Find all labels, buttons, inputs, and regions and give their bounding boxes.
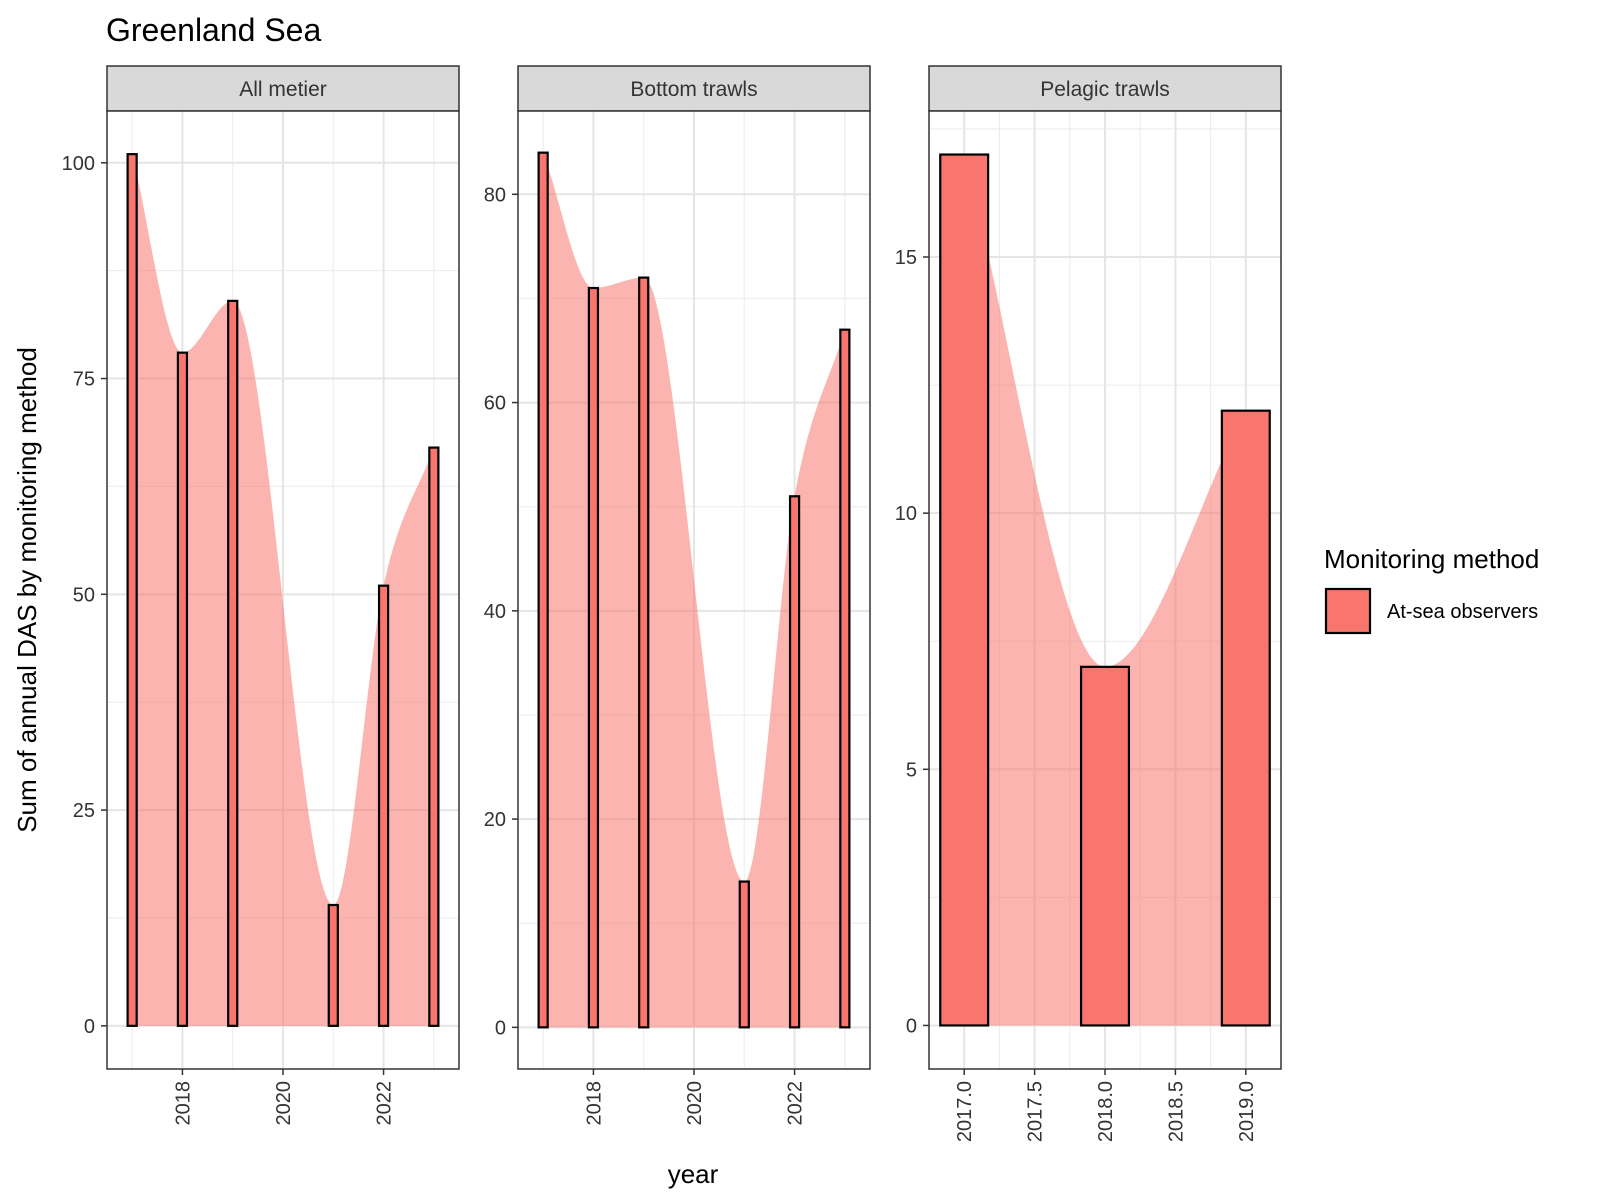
y-tick-label: 50 <box>73 584 95 606</box>
density-area <box>964 154 1246 1026</box>
x-tick-label: 2017.5 <box>1025 1081 1047 1142</box>
bar <box>1220 409 1271 1027</box>
x-tick-label: 2018.0 <box>1095 1081 1117 1142</box>
facet-strip-label: Pelagic trawls <box>1040 78 1170 101</box>
chart-title: Greenland Sea <box>106 12 321 48</box>
x-axis-label: year <box>668 1159 719 1189</box>
bar <box>428 446 440 1027</box>
x-tick-label: 2018 <box>172 1081 194 1126</box>
x-tick-label: 2022 <box>374 1081 396 1126</box>
y-tick-label: 15 <box>895 247 917 269</box>
y-tick-label: 20 <box>484 809 506 831</box>
bar <box>126 153 138 1027</box>
y-tick-label: 0 <box>906 1015 917 1037</box>
x-tick-label: 2017.0 <box>954 1081 976 1142</box>
y-tick-label: 0 <box>495 1017 506 1039</box>
x-tick-label: 2020 <box>684 1081 706 1126</box>
legend: Monitoring method At-sea observers <box>1324 544 1539 635</box>
y-tick-label: 60 <box>484 393 506 415</box>
facet-strip <box>928 65 1282 112</box>
x-tick-label: 2018.5 <box>1165 1081 1187 1142</box>
x-tick-label: 2022 <box>785 1081 807 1126</box>
facet-strip <box>106 65 460 112</box>
bar <box>738 880 750 1029</box>
density-area <box>132 154 434 1026</box>
bar <box>788 495 801 1029</box>
bar <box>537 151 549 1029</box>
y-tick-label: 100 <box>62 153 95 175</box>
panel-3: Pelagic trawls 0 5 10 15 2017.0 2017.5 2018.0 20… <box>895 65 1282 1142</box>
facet-strip-label: All metier <box>239 78 327 101</box>
y-tick-label: 25 <box>73 800 95 822</box>
legend-label: At-sea observers <box>1387 601 1538 623</box>
y-tick-label: 0 <box>84 1016 95 1038</box>
bar <box>638 276 650 1029</box>
x-tick-label: 2018 <box>583 1081 605 1126</box>
y-tick-label: 10 <box>895 503 917 525</box>
y-tick-label: 80 <box>484 184 506 206</box>
panel-1: All metier 0 25 50 75 100 2018 2020 2022 <box>62 65 460 1126</box>
bar <box>587 286 600 1029</box>
legend-title: Monitoring method <box>1324 544 1539 574</box>
panel-2: Bottom trawls 0 20 40 60 80 2018 2020 2022 <box>484 65 871 1126</box>
bar <box>227 299 239 1027</box>
y-tick-label: 75 <box>73 369 95 391</box>
y-tick-label: 5 <box>906 759 917 781</box>
x-tick-label: 2020 <box>273 1081 295 1126</box>
bar <box>939 153 990 1027</box>
bar <box>377 584 390 1027</box>
y-tick-label: 40 <box>484 601 506 623</box>
legend-key <box>1324 587 1372 635</box>
bar <box>176 351 189 1027</box>
bar <box>1079 665 1131 1027</box>
facet-strip-label: Bottom trawls <box>630 78 757 101</box>
y-axis-label: Sum of annual DAS by monitoring method <box>12 347 42 833</box>
x-tick-label: 2019.0 <box>1236 1081 1258 1142</box>
bar <box>839 328 851 1029</box>
bar <box>327 903 339 1027</box>
density-area <box>543 152 845 1028</box>
